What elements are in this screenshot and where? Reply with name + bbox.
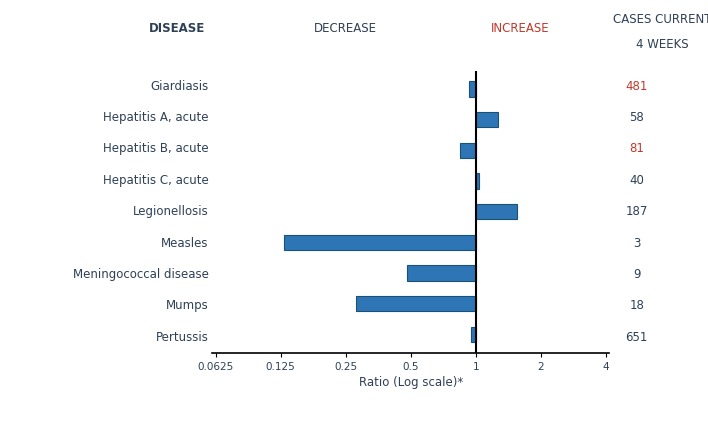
Text: INCREASE: INCREASE	[491, 22, 549, 35]
Bar	[407, 265, 476, 281]
Bar	[476, 204, 517, 219]
Text: 9: 9	[633, 268, 640, 281]
Text: Pertussis: Pertussis	[156, 331, 208, 344]
Bar	[356, 296, 476, 311]
Bar	[471, 327, 476, 342]
Text: 4 WEEKS: 4 WEEKS	[636, 38, 688, 51]
Text: 187: 187	[625, 205, 648, 218]
X-axis label: Ratio (Log scale)*: Ratio (Log scale)*	[358, 376, 463, 389]
Text: Giardiasis: Giardiasis	[150, 80, 208, 93]
Text: 651: 651	[625, 331, 648, 344]
Text: Meningococcal disease: Meningococcal disease	[72, 268, 208, 281]
Text: Measles: Measles	[161, 236, 208, 250]
Text: Mumps: Mumps	[166, 299, 208, 312]
Text: 81: 81	[629, 142, 644, 156]
Text: 3: 3	[633, 236, 640, 250]
Text: DECREASE: DECREASE	[314, 22, 377, 35]
Bar	[476, 173, 479, 189]
Text: 40: 40	[629, 174, 644, 187]
Text: Hepatitis B, acute: Hepatitis B, acute	[103, 142, 208, 156]
Text: Hepatitis C, acute: Hepatitis C, acute	[103, 174, 208, 187]
Text: DISEASE: DISEASE	[149, 22, 205, 35]
Text: 58: 58	[629, 111, 644, 124]
Bar	[285, 235, 476, 250]
Text: 18: 18	[629, 299, 644, 312]
Text: Legionellosis: Legionellosis	[132, 205, 208, 218]
Text: CASES CURRENT: CASES CURRENT	[612, 14, 708, 26]
Bar	[460, 142, 476, 158]
Text: Hepatitis A, acute: Hepatitis A, acute	[103, 111, 208, 124]
Bar	[469, 81, 476, 97]
Text: 481: 481	[625, 80, 648, 93]
Bar	[476, 112, 498, 127]
